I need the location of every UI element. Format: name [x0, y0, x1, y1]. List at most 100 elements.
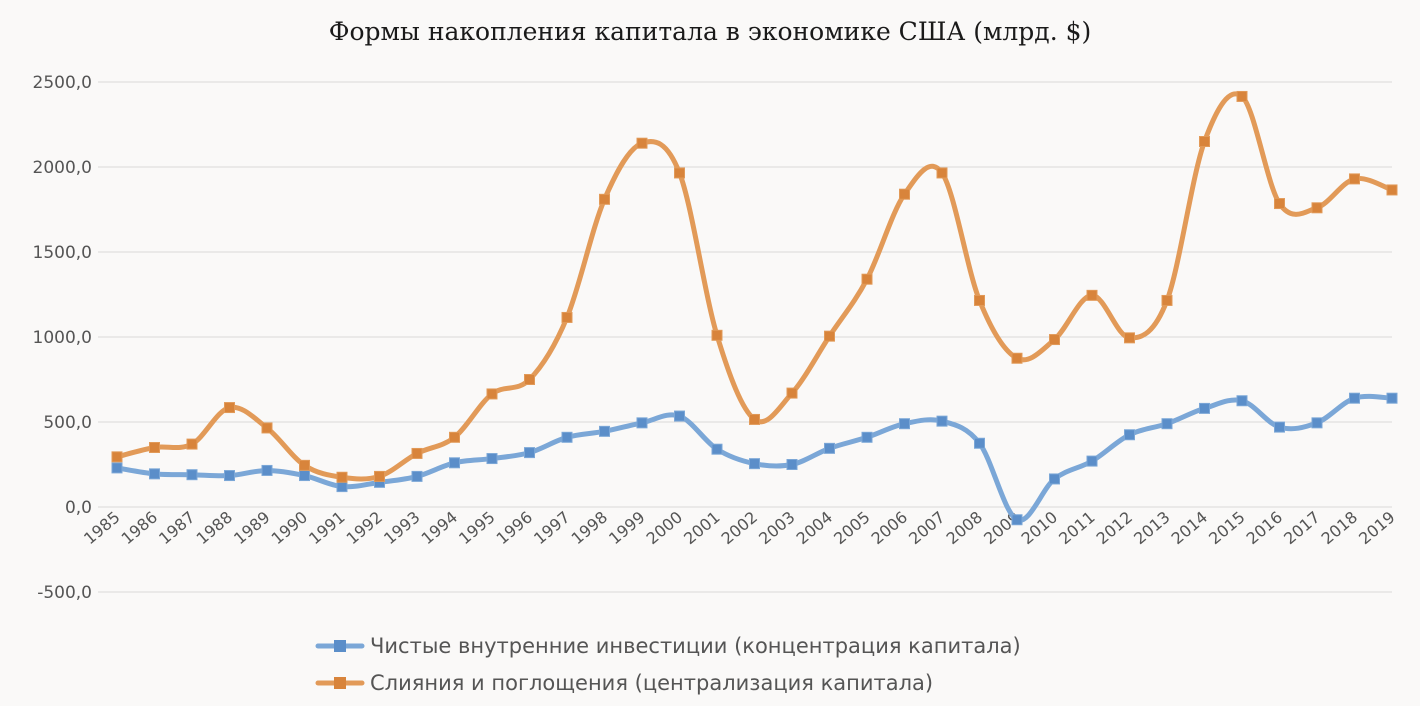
data-point-marker: [486, 453, 498, 465]
data-point-marker: [1199, 136, 1210, 147]
data-point-marker: [824, 330, 835, 342]
x-tick-label: 2012: [1093, 508, 1136, 549]
data-point-marker: [149, 442, 160, 453]
data-point-marker: [1386, 392, 1398, 404]
data-point-marker: [561, 431, 573, 443]
x-tick-label: 2005: [830, 508, 873, 549]
data-point-marker: [1049, 473, 1060, 485]
y-tick-label: 1000,0: [33, 328, 92, 348]
series-group: [111, 90, 1398, 483]
x-tick-label: 1991: [305, 508, 348, 549]
data-point-marker: [299, 470, 310, 482]
x-tick-label: 1998: [568, 508, 611, 549]
x-tick-label: 2003: [755, 508, 798, 549]
data-point-marker: [711, 329, 723, 341]
data-point-marker: [411, 447, 423, 459]
x-tick-label: 2002: [718, 508, 761, 549]
x-tick-label: 1994: [418, 508, 461, 549]
x-tick-label: 1987: [155, 508, 198, 549]
x-tick-label: 2013: [1130, 508, 1173, 549]
data-point-marker: [1199, 402, 1210, 414]
data-point-marker: [1049, 334, 1060, 346]
y-tick-label: -500,0: [37, 583, 92, 603]
y-tick-label: 1500,0: [33, 243, 92, 263]
data-point-marker: [861, 431, 873, 443]
data-point-marker: [561, 311, 573, 323]
data-point-marker: [1349, 173, 1360, 185]
data-point-marker: [1011, 514, 1023, 526]
data-point-marker: [1311, 417, 1323, 429]
data-point-marker: [899, 418, 910, 430]
data-point-marker: [1349, 392, 1360, 404]
x-tick-label: 2015: [1205, 508, 1248, 549]
data-point-marker: [974, 437, 985, 449]
data-point-marker: [186, 469, 198, 481]
data-point-marker: [524, 447, 535, 459]
data-point-marker: [261, 422, 273, 434]
data-point-marker: [1274, 198, 1285, 210]
data-point-marker: [336, 481, 348, 493]
data-point-marker: [149, 468, 160, 480]
data-point-marker: [1086, 455, 1098, 467]
x-tick-label: 2006: [868, 508, 911, 549]
x-tick-label: 1992: [343, 508, 386, 549]
x-tick-label: 2014: [1168, 508, 1211, 549]
y-tick-label: 2500,0: [33, 73, 92, 93]
data-point-marker: [974, 294, 985, 306]
data-point-marker: [1086, 289, 1098, 301]
data-point-marker: [111, 462, 123, 474]
data-point-marker: [1161, 418, 1173, 430]
data-point-marker: [636, 137, 648, 149]
legend-label: Чистые внутренние инвестиции (концентрац…: [370, 634, 1021, 658]
data-point-marker: [486, 388, 498, 400]
data-point-marker: [824, 442, 835, 454]
legend-item: Слияния и поглощения (централизация капи…: [315, 671, 933, 695]
data-point-marker: [899, 188, 910, 200]
data-point-marker: [599, 193, 610, 205]
data-point-marker: [674, 410, 685, 422]
x-tick-label: 1999: [605, 508, 648, 549]
x-tick-label: 1988: [193, 508, 236, 549]
y-tick-label: 0,0: [65, 498, 92, 518]
data-point-marker: [711, 443, 723, 455]
data-point-marker: [936, 167, 948, 179]
legend-label: Слияния и поглощения (централизация капи…: [370, 671, 933, 695]
data-point-marker: [261, 464, 273, 476]
legend-marker-swatch: [334, 677, 346, 689]
x-tick-label: 1989: [230, 508, 273, 549]
x-tick-label: 2008: [943, 508, 986, 549]
data-point-marker: [186, 438, 198, 450]
series-group: [111, 392, 1398, 526]
x-tick-label: 1996: [493, 508, 536, 549]
data-point-marker: [786, 387, 798, 399]
x-tick-label: 2001: [680, 508, 723, 549]
data-point-marker: [674, 167, 685, 179]
data-point-marker: [1124, 429, 1135, 441]
x-tick-label: 2000: [643, 508, 686, 549]
data-point-marker: [449, 431, 460, 443]
data-point-marker: [1274, 421, 1285, 433]
data-point-marker: [299, 459, 310, 471]
legend-marker-swatch: [334, 640, 346, 652]
data-point-marker: [524, 374, 535, 385]
x-tick-label: 2007: [905, 508, 948, 549]
legend-item: Чистые внутренние инвестиции (концентрац…: [315, 634, 1021, 658]
data-point-marker: [1011, 352, 1023, 364]
x-tick-label: 2009: [980, 508, 1023, 549]
data-point-marker: [449, 457, 460, 469]
data-point-marker: [599, 425, 610, 437]
series-line-mergers: [114, 91, 1395, 482]
x-tick-label: 1990: [268, 508, 311, 549]
data-point-marker: [411, 470, 423, 482]
x-tick-label: 2019: [1355, 508, 1398, 549]
y-tick-label: 2000,0: [33, 158, 92, 178]
x-tick-label: 2016: [1243, 508, 1286, 549]
data-point-marker: [636, 417, 648, 429]
data-point-marker: [786, 459, 798, 470]
x-tick-label: 1997: [530, 508, 573, 549]
x-tick-label: 1993: [380, 508, 423, 549]
x-tick-label: 2004: [793, 508, 836, 549]
chart-title: Формы накопления капитала в экономике СШ…: [329, 17, 1092, 46]
